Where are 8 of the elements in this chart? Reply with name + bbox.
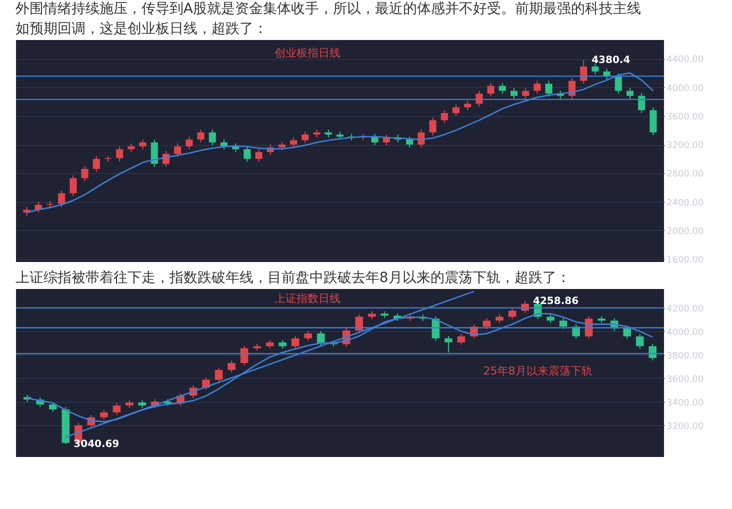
annotation: 4258.86 [533,296,579,307]
annotation: 3040.69 [74,438,120,450]
chart-title: 外围情绪持续施压，传导到A股就是资金集体收手，所以，最近的体感并不好受。前期最强的科技主线如预期回调，这是创业板日线，超跌了： [15,1,641,37]
chart-title: 上证综指被带着往下走，指数跌破年线，目前盘中跌破去年8月以来的震荡下轨，超跌了： [15,270,570,286]
annotation: 创业板指日线 [274,46,341,60]
annotation: 4380.4 [592,55,630,66]
annotation: 上证指数日线 [274,292,341,306]
annotation: 25年8月以来震荡下轨 [483,364,592,378]
